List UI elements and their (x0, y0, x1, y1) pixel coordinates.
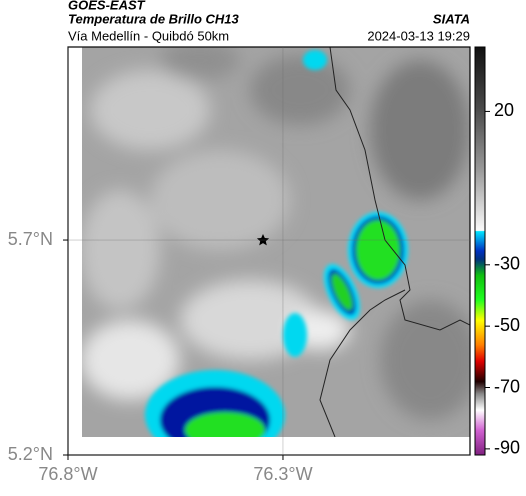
x-tick-label: 76.3°W (253, 464, 312, 484)
source: GOES-EAST (68, 0, 146, 12)
colorbar-tick-label: -30 (494, 254, 520, 274)
title: Temperatura de Brillo CH13 (68, 11, 240, 26)
location-marker (256, 234, 270, 246)
colorbar-tick-label: 20 (494, 100, 514, 120)
datetime: 2024-03-13 19:29 (367, 28, 470, 43)
colorbar-tick-label: -50 (494, 315, 520, 335)
colorbar-tick-label: -70 (494, 376, 520, 396)
satellite-image (82, 47, 470, 437)
subtitle: Vía Medellín - Quibdó 50km (68, 28, 229, 43)
y-tick-label: 5.2°N (8, 444, 53, 464)
colorbar (474, 46, 486, 456)
x-tick-label: 76.8°W (38, 464, 97, 484)
brand: SIATA (433, 11, 470, 26)
colorbar-tick-label: -90 (494, 438, 520, 458)
y-tick-label: 5.7°N (8, 229, 53, 249)
axes: 76.8°W 76.3°W 5.2°N 5.7°N 20 -30 -50 -70 -90 (8, 47, 520, 484)
